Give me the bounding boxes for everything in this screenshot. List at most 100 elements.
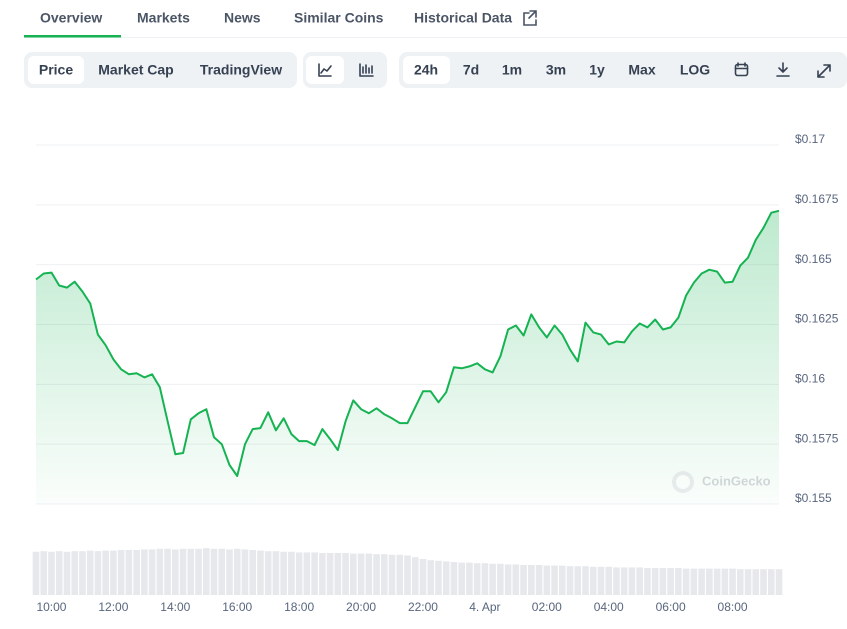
price-area	[36, 210, 779, 505]
x-tick-label: 02:00	[532, 600, 562, 614]
volume-bar	[48, 551, 55, 595]
volume-bar	[326, 553, 334, 595]
volume-bar	[218, 548, 226, 595]
volume-bar	[148, 549, 156, 595]
x-tick-label: 22:00	[408, 600, 438, 614]
x-tick-label: 12:00	[98, 600, 128, 614]
range-button[interactable]: 24h	[414, 62, 438, 78]
x-tick-label: 16:00	[222, 600, 252, 614]
volume-bar	[357, 553, 365, 595]
volume-bar	[698, 568, 705, 595]
volume-bar	[226, 549, 233, 595]
volume-bar	[481, 563, 489, 595]
volume-bar	[280, 551, 287, 595]
volume-bar	[520, 565, 527, 595]
active-range	[403, 56, 450, 84]
volume-bar	[373, 554, 380, 595]
y-tick-label: $0.155	[795, 491, 832, 505]
volume-bar	[195, 548, 202, 595]
volume-bar	[690, 568, 698, 595]
plot: $0.155 $0.1575 $0.16 $0.1625 $0.165 $0.1675 $0…	[32, 132, 839, 614]
volume-bar	[411, 557, 419, 595]
external-link-icon	[523, 10, 537, 26]
volume-bar	[497, 563, 504, 595]
volume-bar	[241, 549, 249, 595]
candle-icon[interactable]	[359, 63, 374, 77]
download-icon[interactable]	[776, 62, 790, 77]
expand-icon[interactable]	[817, 64, 831, 78]
volume-bar	[40, 551, 48, 595]
tab[interactable]: Historical Data	[414, 10, 512, 26]
volume-bar	[458, 562, 465, 595]
volume-bar	[350, 553, 357, 595]
volume-bar	[133, 550, 140, 595]
volume-bar	[551, 565, 558, 595]
y-tick-label: $0.1575	[795, 431, 839, 445]
volume-bar	[110, 550, 117, 595]
x-tick-label: 08:00	[718, 600, 748, 614]
calendar-icon[interactable]	[734, 62, 749, 77]
line-icon	[318, 63, 332, 77]
volume-bar	[249, 550, 257, 595]
volume-bar	[172, 549, 179, 595]
volume-bar	[589, 566, 597, 595]
volume-bar	[667, 568, 674, 595]
volume-bar	[419, 559, 427, 595]
volume-bar	[450, 562, 458, 595]
volume-bar	[435, 560, 442, 595]
volume-bar	[706, 568, 713, 595]
volume-bar	[504, 564, 512, 595]
x-tick-label: 18:00	[284, 600, 314, 614]
volume-bar	[288, 551, 295, 595]
volume-bar	[729, 568, 736, 595]
volume-bar	[102, 550, 109, 595]
volume-bar	[535, 565, 543, 595]
x-tick-label: 4. Apr	[469, 600, 500, 614]
y-tick-label: $0.165	[795, 252, 832, 266]
volume-bar	[319, 553, 326, 595]
volume-bar	[32, 551, 40, 595]
range-button[interactable]: 3m	[546, 62, 566, 78]
volume-bar	[94, 551, 102, 595]
chart-tab[interactable]: TradingView	[200, 62, 282, 78]
volume-bar	[388, 554, 396, 595]
tab[interactable]: Overview	[40, 10, 102, 26]
volume-bar	[125, 550, 133, 595]
volume-bar	[86, 550, 94, 595]
chart-tab[interactable]: Price	[39, 62, 73, 78]
watermark-text: CoinGecko	[702, 473, 771, 488]
volume-bar	[628, 567, 636, 595]
volume-bar	[543, 565, 551, 595]
watermark: CoinGecko	[672, 471, 771, 493]
range-button[interactable]: 1y	[589, 62, 605, 78]
volume-bar	[334, 553, 342, 595]
volume-bar	[574, 566, 582, 595]
icons	[318, 62, 831, 78]
volume-bar	[675, 568, 682, 595]
tab[interactable]: Markets	[137, 10, 190, 26]
range-button[interactable]: 1m	[502, 62, 522, 78]
volume-bar	[380, 554, 388, 595]
volume-bar	[558, 565, 566, 595]
volume-bar	[179, 548, 187, 595]
tab[interactable]: News	[224, 10, 261, 26]
x-tick-label: 04:00	[594, 600, 624, 614]
range-button[interactable]: Max	[628, 62, 655, 78]
volume-bar	[79, 551, 86, 595]
range-button[interactable]: 7d	[463, 62, 479, 78]
range-button[interactable]: LOG	[680, 62, 710, 78]
volume-bar	[767, 569, 775, 595]
volume-bar	[651, 568, 659, 595]
volume-bar	[202, 548, 210, 595]
volume-bar	[682, 568, 690, 595]
chart-tab[interactable]: Market Cap	[98, 62, 173, 78]
volume-bar	[752, 569, 760, 595]
volume-bar	[55, 551, 63, 595]
active-chart-tab	[28, 56, 84, 84]
volume-bar	[342, 553, 349, 595]
tab-bar: Overview Markets News Similar Coins Historic…	[24, 10, 512, 38]
volume-bar	[295, 552, 303, 595]
volume-bar	[512, 564, 520, 595]
tab[interactable]: Similar Coins	[294, 10, 384, 26]
